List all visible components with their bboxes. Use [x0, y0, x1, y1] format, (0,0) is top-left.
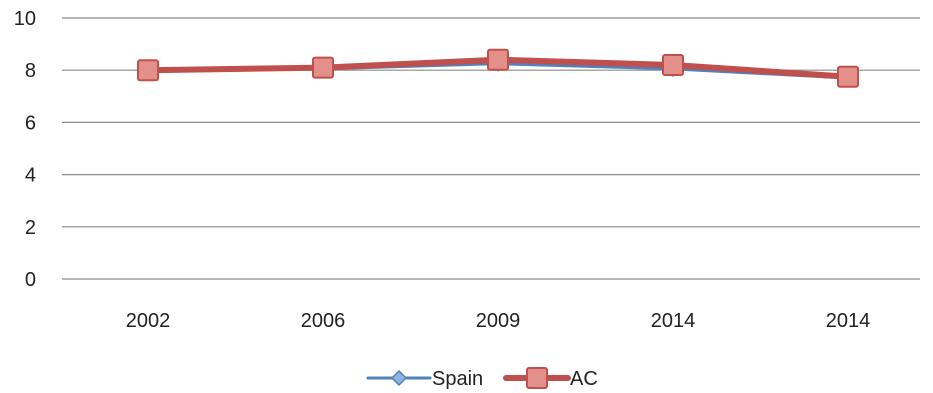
legend-label-spain: Spain	[432, 368, 483, 390]
y-tick-label: 0	[25, 269, 36, 291]
x-tick-label: 2002	[126, 310, 171, 332]
series-markers	[137, 48, 859, 88]
x-tick-label: 2014	[651, 310, 696, 332]
x-tick-label: 2014	[826, 310, 871, 332]
y-axis-tick-labels: 0 2 4 6 8 10	[14, 8, 36, 291]
data-point-ac	[137, 59, 159, 82]
data-point-ac	[312, 56, 334, 79]
legend-marker-ac	[526, 367, 548, 389]
y-tick-label: 6	[25, 112, 36, 134]
x-tick-label: 2009	[476, 310, 521, 332]
legend-marker-spain	[390, 369, 408, 387]
x-tick-label: 2006	[301, 310, 346, 332]
y-tick-label: 8	[25, 60, 36, 82]
legend-label-ac: AC	[570, 368, 598, 390]
data-point-ac	[487, 48, 509, 71]
y-tick-label: 2	[25, 217, 36, 239]
y-tick-label: 10	[14, 8, 36, 30]
data-point-ac	[662, 53, 684, 76]
x-axis-tick-labels: 2002 2006 2009 2014 2014	[126, 310, 871, 332]
legend: Spain AC	[366, 367, 598, 390]
data-point-ac	[837, 65, 859, 88]
y-tick-label: 4	[25, 165, 36, 187]
